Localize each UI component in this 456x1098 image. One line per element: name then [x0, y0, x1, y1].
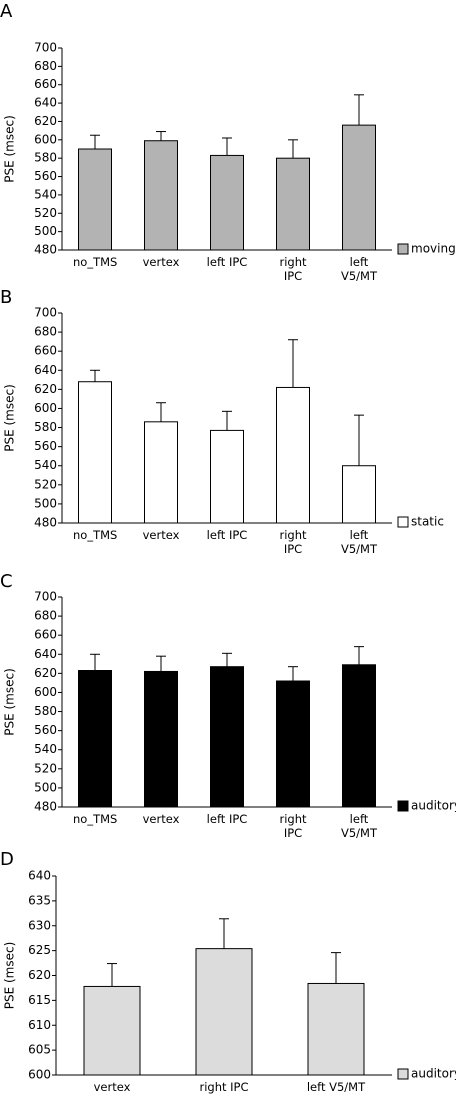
- bar: [144, 140, 178, 251]
- y-axis-label: PSE (msec): [3, 668, 17, 736]
- y-tick-label: 635: [28, 893, 51, 907]
- bar: [78, 670, 112, 808]
- panel-letter: D: [0, 849, 14, 870]
- y-tick-label: 620: [28, 968, 51, 982]
- legend-label: static: [411, 515, 444, 529]
- legend-label: auditory: [411, 799, 456, 813]
- x-tick-label: right IPC: [199, 1080, 249, 1094]
- y-tick-label: 600: [28, 1068, 51, 1082]
- x-tick-label: no_TMS: [73, 255, 118, 269]
- bar: [144, 421, 178, 524]
- x-tick-label: vertex: [142, 255, 180, 269]
- panel-letter: C: [0, 571, 13, 592]
- y-tick-label: 660: [34, 628, 57, 642]
- x-tick-label: left V5/MT: [340, 255, 377, 283]
- y-tick-label: 620: [34, 114, 57, 128]
- x-tick-label: vertex: [142, 528, 180, 542]
- y-tick-label: 610: [28, 1018, 51, 1032]
- y-tick-label: 520: [34, 761, 57, 775]
- x-tick-label: left IPC: [206, 255, 248, 269]
- x-tick-label: left V5/MT: [340, 528, 377, 556]
- y-tick-label: 640: [34, 363, 57, 377]
- legend-label: moving: [411, 242, 456, 256]
- y-tick-label: 640: [34, 96, 57, 110]
- y-tick-label: 500: [34, 780, 57, 794]
- y-tick-label: 700: [34, 306, 57, 320]
- x-tick-label: left V5/MT: [340, 812, 377, 840]
- y-tick-label: 620: [34, 382, 57, 396]
- legend-swatch: [397, 1068, 409, 1080]
- bar: [144, 670, 178, 808]
- y-tick-label: 600: [34, 132, 57, 146]
- y-tick-label: 480: [34, 800, 57, 814]
- y-tick-label: 605: [28, 1043, 51, 1057]
- y-tick-label: 660: [34, 344, 57, 358]
- y-axis-label: PSE (msec): [3, 384, 17, 452]
- x-tick-label: vertex: [142, 812, 180, 826]
- y-tick-label: 560: [34, 723, 57, 737]
- y-axis-label: PSE (msec): [3, 115, 17, 183]
- y-tick-label: 630: [28, 918, 51, 932]
- y-tick-label: 540: [34, 742, 57, 756]
- x-tick-label: no_TMS: [73, 528, 118, 542]
- x-tick-label: right IPC: [279, 528, 307, 556]
- y-tick-label: 540: [34, 458, 57, 472]
- bar: [78, 148, 112, 251]
- y-tick-label: 680: [34, 325, 57, 339]
- y-tick-label: 520: [34, 477, 57, 491]
- y-tick-label: 640: [28, 869, 51, 883]
- bar: [276, 386, 310, 524]
- y-tick-label: 500: [34, 496, 57, 510]
- y-tick-label: 700: [34, 590, 57, 604]
- x-tick-label: right IPC: [279, 255, 307, 283]
- bar: [83, 985, 141, 1076]
- bar: [342, 465, 376, 524]
- y-tick-label: 580: [34, 151, 57, 165]
- panel-letter: B: [0, 287, 12, 308]
- y-tick-label: 600: [34, 401, 57, 415]
- bar: [210, 666, 244, 808]
- y-tick-label: 480: [34, 243, 57, 257]
- bar: [195, 948, 253, 1076]
- y-axis-label: PSE (msec): [3, 942, 17, 1010]
- y-tick-label: 580: [34, 704, 57, 718]
- legend-label: auditory: [411, 1067, 456, 1081]
- panel-letter: A: [0, 1, 13, 22]
- bar: [342, 124, 376, 251]
- y-tick-label: 600: [34, 685, 57, 699]
- bar: [210, 429, 244, 524]
- x-tick-label: left IPC: [206, 528, 248, 542]
- bar: [307, 982, 365, 1076]
- y-tick-label: 500: [34, 224, 57, 238]
- y-tick-label: 560: [34, 169, 57, 183]
- bar: [210, 154, 244, 251]
- y-tick-label: 480: [34, 516, 57, 530]
- y-tick-label: 520: [34, 206, 57, 220]
- y-tick-label: 620: [34, 666, 57, 680]
- y-tick-label: 640: [34, 647, 57, 661]
- y-tick-label: 680: [34, 59, 57, 73]
- legend-swatch: [397, 243, 409, 255]
- y-tick-label: 560: [34, 439, 57, 453]
- legend-swatch: [397, 516, 409, 528]
- y-tick-label: 540: [34, 187, 57, 201]
- bar: [276, 157, 310, 251]
- y-tick-label: 680: [34, 609, 57, 623]
- x-tick-label: left IPC: [206, 812, 248, 826]
- x-tick-label: no_TMS: [73, 812, 118, 826]
- y-tick-label: 625: [28, 943, 51, 957]
- y-tick-label: 660: [34, 77, 57, 91]
- y-tick-label: 580: [34, 420, 57, 434]
- legend-swatch: [397, 800, 409, 812]
- bar: [342, 664, 376, 808]
- y-tick-label: 700: [34, 41, 57, 55]
- bar: [276, 680, 310, 808]
- bar: [78, 381, 112, 524]
- x-tick-label: vertex: [93, 1080, 131, 1094]
- x-tick-label: left V5/MT: [306, 1080, 366, 1094]
- x-tick-label: right IPC: [279, 812, 307, 840]
- y-tick-label: 615: [28, 993, 51, 1007]
